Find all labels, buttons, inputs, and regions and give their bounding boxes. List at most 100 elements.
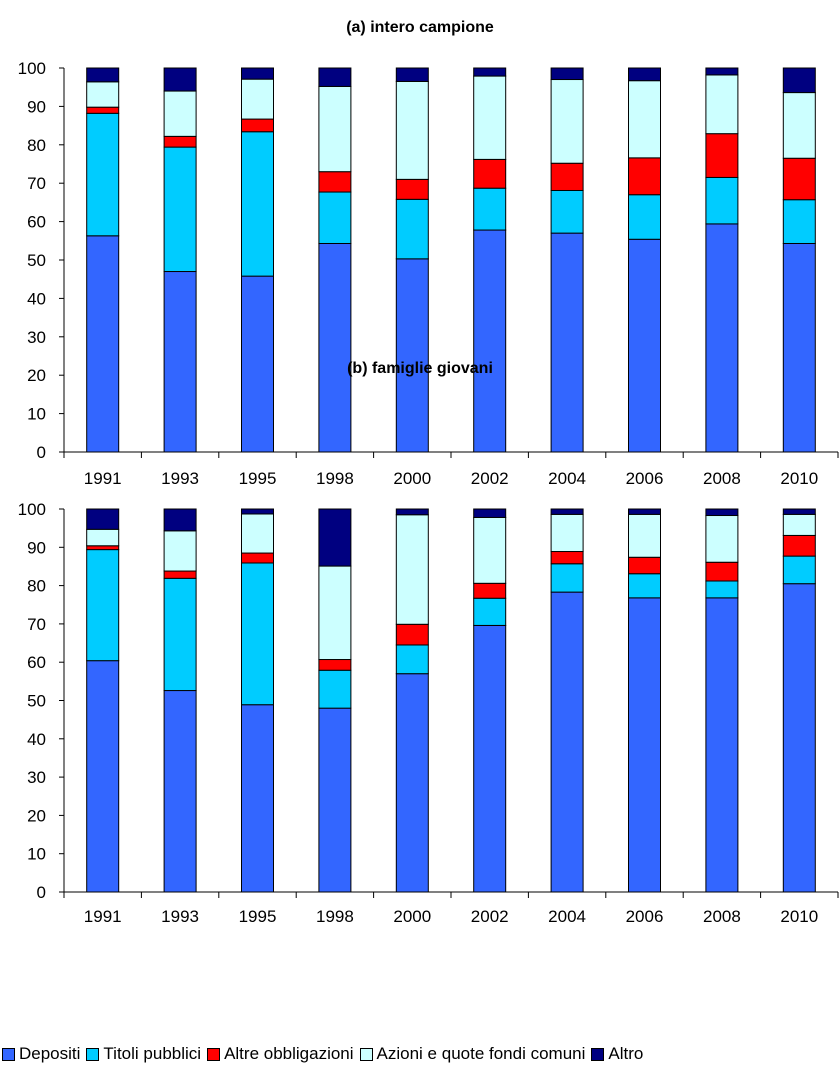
bar-segment — [163, 508, 197, 532]
bar-segment — [705, 561, 739, 582]
bar-segment — [705, 74, 739, 135]
bar-segment — [86, 545, 120, 551]
x-tick-label: 2004 — [548, 907, 586, 926]
x-tick-label: 2006 — [626, 469, 664, 488]
x-tick-label: 2008 — [703, 469, 741, 488]
bar-segment — [318, 67, 352, 87]
y-tick-label: 80 — [27, 136, 46, 155]
x-tick-label: 1993 — [161, 469, 199, 488]
bar-segment — [86, 660, 120, 893]
bar-segment — [473, 67, 507, 77]
bar-segment — [395, 178, 429, 200]
bar-segment — [550, 513, 584, 553]
y-tick-label: 10 — [27, 845, 46, 864]
bar-segment — [241, 513, 274, 554]
bar-segment — [628, 556, 661, 575]
charts-canvas: (a) intero campione 0 10 20 30 40 50 60 70 80 90 10… — [18, 19, 839, 926]
bar-segment — [163, 67, 197, 92]
bar-segment — [628, 194, 661, 240]
y-tick-label: 10 — [27, 405, 46, 424]
y-tick-label: 20 — [27, 806, 46, 825]
bar-segment — [550, 591, 584, 893]
bar-segment — [705, 176, 739, 225]
bar-segment — [163, 135, 197, 148]
bar-segment — [318, 171, 352, 193]
x-tick-label: 1993 — [161, 907, 199, 926]
bar-segment — [163, 570, 197, 579]
bar-segment — [86, 549, 120, 662]
x-tick-label: 2002 — [471, 907, 509, 926]
bar-segment — [705, 515, 739, 563]
x-tick-label: 2008 — [703, 907, 741, 926]
x-tick-label: 1991 — [84, 469, 122, 488]
legend-item: Altro — [591, 1044, 643, 1064]
bar-segment — [473, 75, 507, 160]
bar-segment — [395, 514, 429, 625]
legend-label: Altre obbligazioni — [224, 1044, 354, 1063]
x-tick-label: 1991 — [84, 907, 122, 926]
bar-segment — [550, 189, 584, 234]
bar-segment — [318, 707, 352, 893]
bar-segment — [318, 565, 352, 661]
y-tick-label: 40 — [27, 289, 46, 308]
legend-item: Titoli pubblici — [86, 1044, 201, 1064]
bar-segment — [395, 198, 429, 260]
y-tick-label: 0 — [37, 443, 46, 462]
legend: Depositi Titoli pubblici Altre obbligazion… — [2, 1044, 643, 1064]
bar-segment — [473, 158, 507, 189]
x-tick-label: 1998 — [316, 907, 354, 926]
bar-segment — [628, 508, 661, 515]
bar-segment — [241, 118, 274, 133]
bar-segment — [705, 508, 739, 517]
legend-label: Depositi — [19, 1044, 81, 1063]
bar-segment — [163, 530, 197, 572]
legend-swatch — [2, 1047, 15, 1061]
bar-segment — [473, 597, 507, 626]
bar-segment — [395, 644, 429, 675]
bar-segment — [395, 623, 429, 646]
bar-segment — [241, 704, 274, 893]
bar-segment — [86, 67, 120, 83]
bar-segment — [241, 131, 274, 277]
bar-segment — [473, 624, 507, 893]
bar-segment — [782, 157, 816, 201]
bar-segment — [550, 551, 584, 565]
x-tick-label: 1995 — [239, 907, 277, 926]
bar-segment — [163, 271, 197, 453]
bar-segment — [241, 562, 274, 706]
legend-swatch — [359, 1047, 373, 1061]
y-tick-label: 60 — [27, 653, 46, 672]
x-tick-label: 2000 — [393, 469, 431, 488]
bar-segment — [782, 513, 816, 536]
legend-swatch — [591, 1047, 605, 1061]
legend-label: Azioni e quote fondi comuni — [376, 1044, 586, 1063]
bar-segment — [782, 534, 816, 557]
bar-segment — [705, 580, 739, 599]
y-tick-label: 100 — [18, 500, 46, 519]
y-tick-label: 80 — [27, 577, 46, 596]
bar-segment — [628, 597, 661, 893]
bar-segment — [318, 508, 352, 567]
bar-segment — [241, 552, 274, 564]
y-tick-label: 20 — [27, 366, 46, 385]
legend-item: Altre obbligazioni — [207, 1044, 354, 1064]
bar-segment — [628, 80, 661, 159]
chart-title: (a) intero campione — [346, 19, 494, 36]
x-tick-label: 2002 — [471, 469, 509, 488]
legend-item: Azioni e quote fondi comuni — [359, 1044, 586, 1064]
bar-segment — [241, 78, 274, 120]
x-tick-label: 1995 — [239, 469, 277, 488]
bar-segment — [705, 223, 739, 453]
bar-segment — [705, 67, 739, 76]
bar-segment — [395, 508, 429, 516]
x-tick-label: 2010 — [780, 469, 818, 488]
legend-label: Titoli pubblici — [103, 1044, 202, 1063]
bar-segment — [163, 146, 197, 273]
y-tick-label: 30 — [27, 768, 46, 787]
bar-segment — [782, 92, 816, 159]
x-tick-label: 2004 — [548, 469, 586, 488]
bar-segment — [550, 79, 584, 164]
bar-segment — [705, 597, 739, 893]
y-tick-label: 90 — [27, 97, 46, 116]
chart-0: (a) intero campione 0 10 20 30 40 50 60 70 80 90 10… — [18, 19, 839, 488]
